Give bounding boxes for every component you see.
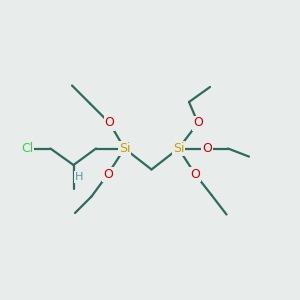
Text: O: O: [202, 142, 212, 155]
Text: O: O: [105, 116, 114, 130]
Text: H: H: [75, 172, 83, 182]
Text: O: O: [193, 116, 203, 130]
Text: Cl: Cl: [21, 142, 33, 155]
Text: Si: Si: [173, 142, 184, 155]
Text: Si: Si: [119, 142, 130, 155]
Text: O: O: [103, 167, 113, 181]
Text: O: O: [190, 167, 200, 181]
